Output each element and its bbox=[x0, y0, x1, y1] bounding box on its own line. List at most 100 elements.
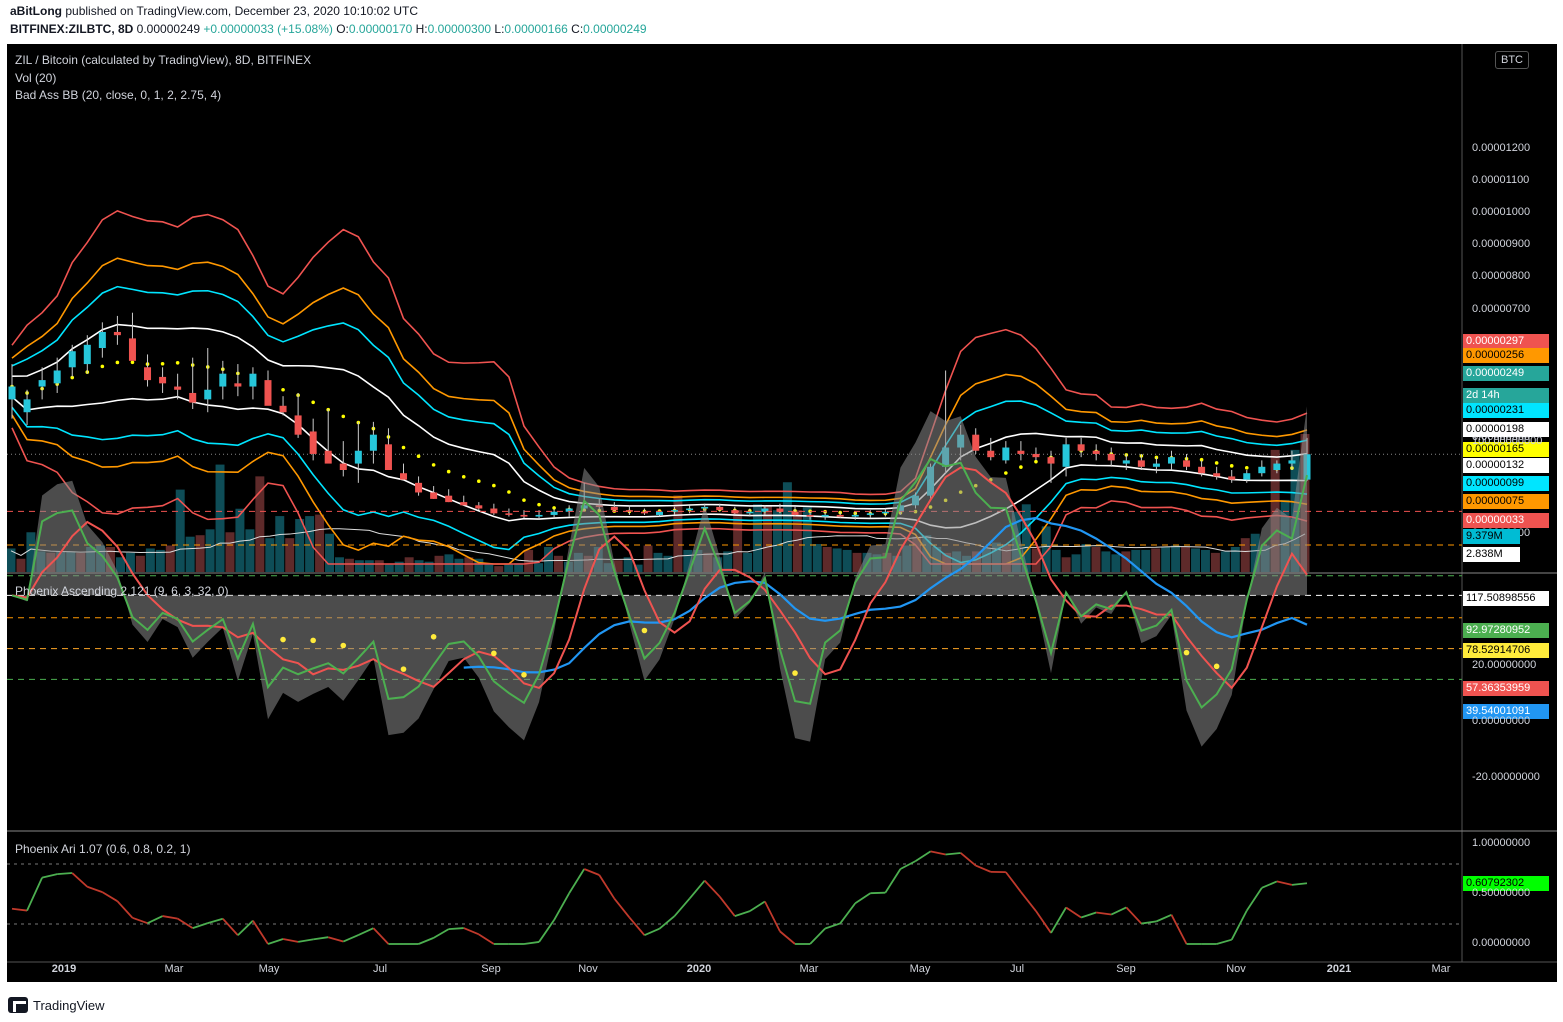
ari-segment bbox=[222, 918, 239, 936]
candle-body bbox=[987, 450, 995, 458]
candle-body bbox=[1243, 473, 1251, 480]
volume-bar bbox=[235, 508, 245, 572]
volume-legend[interactable]: Vol (20) bbox=[15, 71, 57, 85]
sar-dot bbox=[70, 375, 75, 380]
volume-bar bbox=[792, 510, 802, 572]
sar-dot bbox=[1214, 461, 1219, 465]
bb-legend[interactable]: Bad Ass BB (20, close, 0, 1, 2, 2.75, 4) bbox=[15, 88, 222, 102]
tradingview-logo-icon[interactable] bbox=[8, 997, 28, 1013]
ari-legend[interactable]: Phoenix Ari 1.07 (0.6, 0.8, 0.2, 1) bbox=[15, 842, 191, 856]
candle-body bbox=[1152, 463, 1160, 467]
volume-bar bbox=[1240, 538, 1250, 572]
volume-bar bbox=[394, 561, 404, 572]
ari-segment bbox=[162, 915, 178, 920]
ari-segment bbox=[1020, 891, 1037, 912]
sar-dot bbox=[311, 400, 315, 405]
volume-bar bbox=[354, 560, 364, 572]
candle-body bbox=[791, 511, 799, 515]
price-badge: 9.379M bbox=[1463, 529, 1520, 544]
bb-upper-1 bbox=[11, 285, 1308, 505]
ari-segment bbox=[313, 936, 329, 941]
candle-body bbox=[249, 373, 257, 387]
volume-bar bbox=[633, 564, 643, 572]
candle-body bbox=[1017, 450, 1025, 454]
footer-brand[interactable]: TradingView bbox=[33, 997, 105, 1013]
ari-segment bbox=[1170, 914, 1188, 945]
ari-segment bbox=[86, 885, 103, 893]
sar-dot bbox=[1229, 464, 1234, 468]
volume-bar bbox=[305, 516, 315, 572]
ari-segment bbox=[177, 917, 194, 929]
volume-bar bbox=[205, 529, 215, 572]
chart-canvas[interactable] bbox=[6, 44, 1557, 982]
candle-body bbox=[219, 373, 227, 387]
currency-badge[interactable]: BTC bbox=[1495, 51, 1529, 69]
phoenix-signal-dot bbox=[641, 627, 648, 634]
price-badge: 2.838M bbox=[1463, 547, 1520, 562]
ari-segment bbox=[1141, 920, 1157, 925]
ari-segment bbox=[553, 892, 570, 921]
sar-dot bbox=[175, 360, 180, 365]
candle-body bbox=[535, 514, 543, 517]
sar-dot bbox=[537, 502, 541, 507]
ari-segment bbox=[433, 928, 450, 939]
ari-segment bbox=[57, 872, 73, 876]
volume-bar bbox=[125, 552, 135, 572]
volume-bar bbox=[1061, 557, 1071, 572]
ari-segment bbox=[764, 901, 781, 932]
ari-segment bbox=[839, 902, 856, 924]
candle-body bbox=[671, 510, 679, 512]
sar-dot bbox=[492, 483, 496, 488]
phoenix-signal-dot bbox=[521, 671, 527, 678]
low-label: L: bbox=[494, 22, 505, 36]
chart-area[interactable] bbox=[6, 44, 1557, 982]
phoenix-legend[interactable]: Phoenix Ascending 2.121 (9, 6, 3, 32, 0) bbox=[15, 584, 229, 598]
volume-bar bbox=[1121, 551, 1131, 572]
phoenix-blue-line bbox=[463, 516, 1308, 674]
open-value: 0.00000170 bbox=[348, 22, 413, 36]
candle-body bbox=[189, 392, 197, 403]
phoenix-signal-dot bbox=[1213, 663, 1220, 670]
price-axis-label: 0.00000900 bbox=[1472, 238, 1531, 251]
time-axis-label: 2019 bbox=[51, 963, 77, 975]
publish-text: published on TradingView.com, December 2… bbox=[65, 4, 419, 18]
publisher-name[interactable]: aBitLong bbox=[10, 4, 62, 18]
symbol-label: BITFINEX:ZILBTC, 8D bbox=[10, 22, 134, 36]
ari-segment bbox=[900, 860, 916, 870]
ari-segment bbox=[870, 891, 886, 895]
volume-bar bbox=[1210, 552, 1220, 572]
volume-bar bbox=[384, 564, 394, 572]
ari-segment bbox=[1291, 882, 1308, 886]
volume-bar bbox=[673, 495, 683, 572]
volume-bar bbox=[364, 560, 374, 572]
candle-body bbox=[369, 434, 377, 451]
candle-body bbox=[68, 351, 76, 368]
volume-bar bbox=[852, 552, 862, 572]
volume-bar bbox=[1051, 549, 1061, 572]
candle-body bbox=[1167, 457, 1175, 464]
sar-dot bbox=[552, 506, 556, 510]
phoenix-badge: 92.97280952 bbox=[1463, 623, 1549, 638]
phoenix-histogram bbox=[12, 406, 1307, 747]
candle-body bbox=[565, 508, 573, 512]
sar-dot bbox=[1034, 459, 1038, 464]
volume-bar bbox=[6, 548, 16, 572]
phoenix-green-line bbox=[11, 457, 1308, 710]
sar-dot bbox=[1244, 465, 1249, 470]
price-badge: 0.00000099 bbox=[1463, 476, 1549, 491]
volume-bar bbox=[1081, 544, 1091, 572]
phoenix-badge: 78.52914706 bbox=[1463, 643, 1549, 658]
bb-lower-2 bbox=[11, 414, 1308, 565]
volume-bar bbox=[424, 561, 434, 572]
ari-segment bbox=[463, 927, 480, 936]
candle-body bbox=[520, 514, 528, 517]
price-axis-label: 0.00001000 bbox=[1472, 206, 1531, 219]
main-legend-title[interactable]: ZIL / Bitcoin (calculated by TradingView… bbox=[15, 53, 312, 67]
sar-dot bbox=[115, 360, 120, 365]
sar-dot bbox=[446, 469, 451, 474]
ari-segment bbox=[523, 941, 540, 945]
ari-badge: 0.60792302 bbox=[1463, 876, 1549, 891]
sar-dot bbox=[1004, 471, 1008, 475]
candle-body bbox=[1258, 466, 1266, 474]
ari-segment bbox=[734, 910, 751, 917]
